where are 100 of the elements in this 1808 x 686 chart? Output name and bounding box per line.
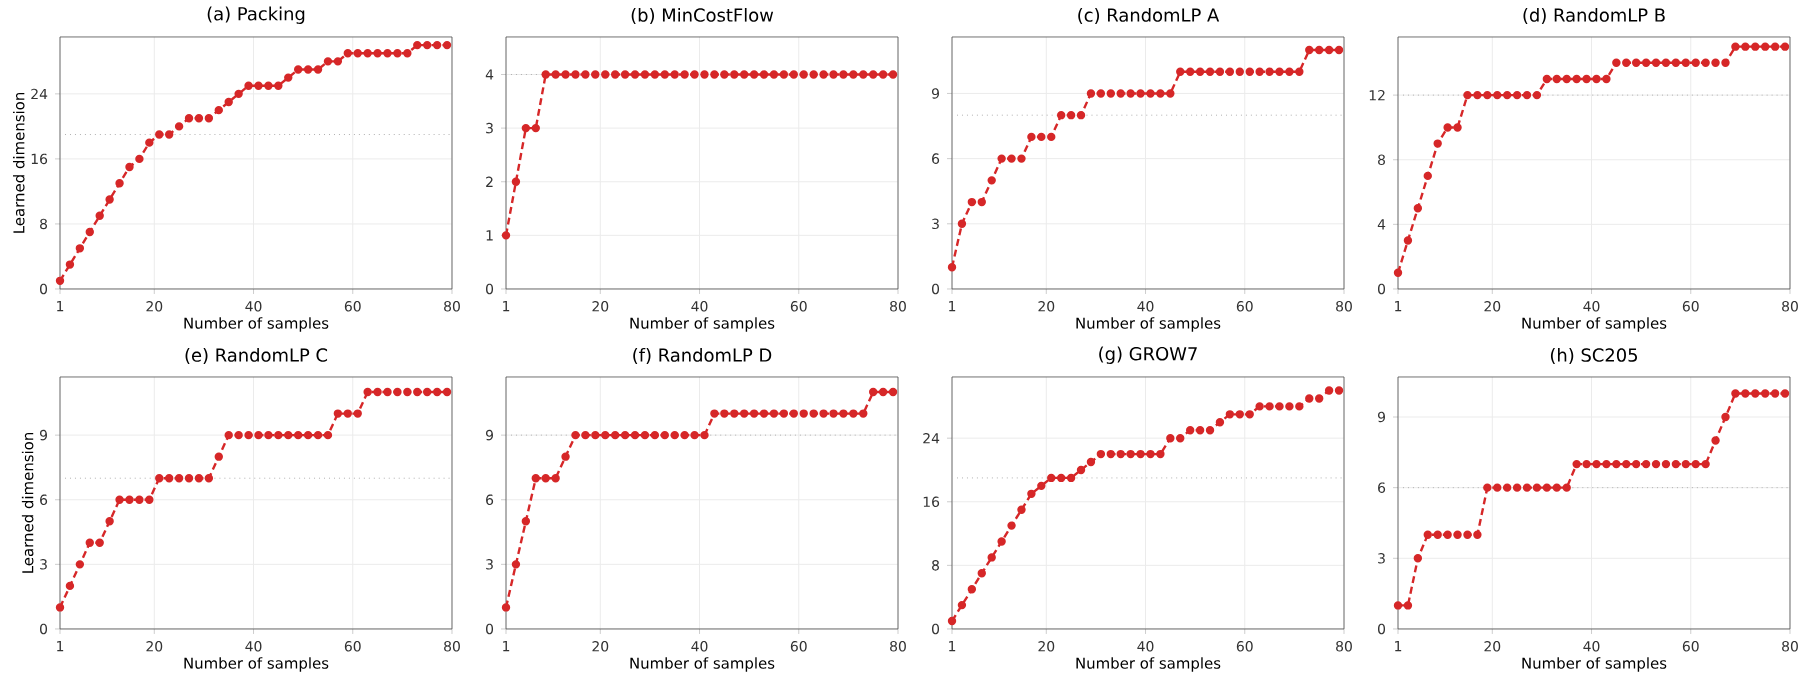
point xyxy=(95,538,104,547)
point xyxy=(194,113,204,122)
chart-title: (c) RandomLP A xyxy=(1078,7,1220,24)
point xyxy=(1066,473,1076,482)
point xyxy=(313,430,323,439)
point xyxy=(333,408,343,418)
point xyxy=(1166,88,1175,98)
point xyxy=(194,473,204,482)
point xyxy=(343,48,352,57)
point xyxy=(967,584,977,593)
chart-title: (f) RandomLP D xyxy=(633,347,772,364)
point xyxy=(1195,67,1205,76)
point xyxy=(809,408,818,418)
point xyxy=(1770,41,1780,51)
point xyxy=(1176,433,1185,442)
point xyxy=(293,64,303,74)
point xyxy=(214,452,223,461)
point xyxy=(1295,401,1304,411)
point xyxy=(1542,74,1552,83)
point xyxy=(105,516,114,526)
point xyxy=(878,387,888,396)
point xyxy=(1562,482,1571,492)
point xyxy=(174,473,184,482)
point xyxy=(650,430,660,439)
point xyxy=(204,113,214,122)
point xyxy=(1612,459,1621,468)
point xyxy=(244,81,253,90)
point xyxy=(1096,88,1106,98)
point xyxy=(1780,41,1790,51)
point xyxy=(1602,74,1611,83)
point xyxy=(660,430,669,439)
point xyxy=(1255,401,1264,411)
point xyxy=(967,197,977,206)
point xyxy=(1086,457,1096,466)
point xyxy=(85,538,94,547)
point xyxy=(1681,58,1690,67)
point xyxy=(670,430,679,439)
point xyxy=(1701,459,1710,468)
point xyxy=(1483,90,1492,99)
point xyxy=(274,430,283,439)
point xyxy=(511,177,521,186)
point xyxy=(789,69,798,79)
point xyxy=(1195,425,1205,434)
point xyxy=(1592,74,1601,83)
point xyxy=(859,408,868,418)
point xyxy=(1166,433,1175,442)
point xyxy=(730,69,739,79)
point xyxy=(413,40,422,49)
point xyxy=(987,175,996,185)
point xyxy=(1334,45,1344,54)
point xyxy=(1403,235,1413,245)
point xyxy=(710,408,719,418)
point xyxy=(829,408,838,418)
point xyxy=(1622,459,1631,468)
point xyxy=(620,69,630,79)
point xyxy=(501,230,511,240)
point xyxy=(888,387,898,396)
point xyxy=(293,430,303,439)
point xyxy=(997,153,1006,163)
point xyxy=(442,387,452,396)
point xyxy=(383,387,392,396)
point xyxy=(1622,58,1631,67)
point xyxy=(561,452,570,461)
point xyxy=(769,408,779,418)
point xyxy=(1245,409,1254,419)
point xyxy=(591,69,600,79)
point xyxy=(1711,435,1720,445)
point xyxy=(1275,401,1284,411)
point xyxy=(115,178,124,188)
point xyxy=(393,387,402,396)
point xyxy=(779,408,789,418)
point xyxy=(819,408,828,418)
point xyxy=(1215,67,1225,76)
point xyxy=(1443,122,1452,132)
point xyxy=(125,162,134,171)
point xyxy=(1037,481,1046,490)
point xyxy=(700,69,709,79)
point xyxy=(1146,88,1155,98)
point xyxy=(1631,459,1641,468)
point xyxy=(413,387,422,396)
point xyxy=(1225,67,1235,76)
point xyxy=(561,69,570,79)
point xyxy=(1205,425,1215,434)
point xyxy=(868,387,878,396)
point xyxy=(432,40,442,49)
point xyxy=(759,69,769,79)
point xyxy=(1433,530,1442,539)
point xyxy=(174,121,184,131)
point xyxy=(630,430,640,439)
point xyxy=(1532,482,1542,492)
point xyxy=(333,56,343,66)
point xyxy=(1027,132,1036,141)
point xyxy=(204,473,214,482)
point xyxy=(1245,67,1254,76)
point xyxy=(383,48,392,57)
point xyxy=(313,64,323,74)
point xyxy=(1522,90,1532,99)
point xyxy=(1493,482,1502,492)
point xyxy=(1612,58,1621,67)
point xyxy=(1295,67,1304,76)
